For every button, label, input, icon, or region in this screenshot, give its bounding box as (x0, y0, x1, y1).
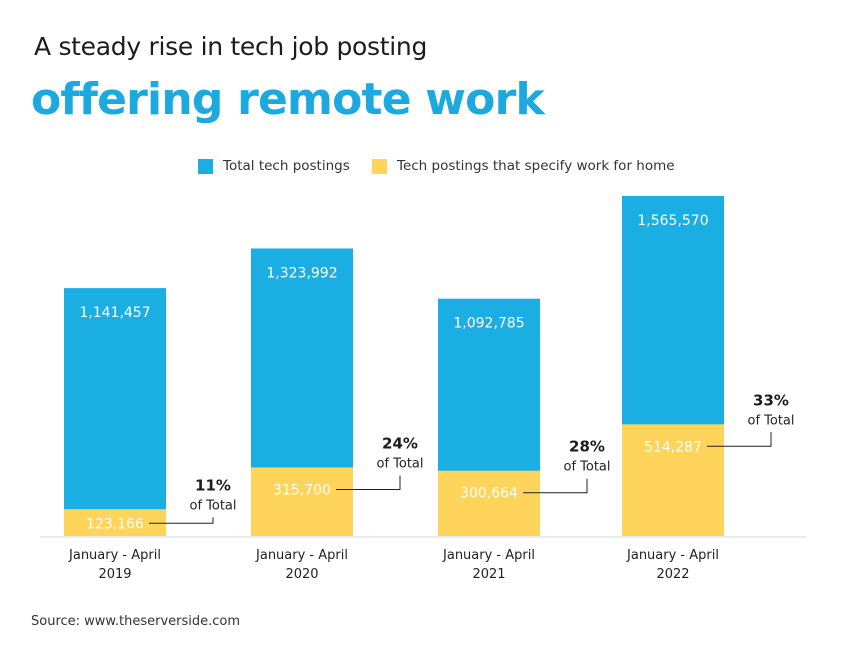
annotation-of-total-2020: of Total (376, 456, 423, 471)
annotation-of-total-2022: of Total (747, 413, 794, 428)
value-label-total-2022: 1,565,570 (637, 213, 708, 229)
annotation-of-total-2019: of Total (189, 498, 236, 513)
chart-title-line2: offering remote work (31, 74, 545, 125)
chart-title-line1: A steady rise in tech job posting (34, 32, 428, 61)
bar-remote-2020 (251, 467, 353, 536)
x-tick-label-2021-year: 2021 (472, 567, 505, 582)
bar-remote-2021 (438, 470, 540, 536)
value-label-remote-2020: 315,700 (273, 482, 331, 498)
legend-swatch-total (198, 158, 213, 174)
value-label-total-2019: 1,141,457 (79, 305, 150, 321)
value-label-total-2020: 1,323,992 (266, 265, 337, 281)
annotation-percent-2020: 24% (382, 434, 418, 452)
source-note: Source: www.theserverside.com (31, 614, 241, 629)
annotation-of-total-2021: of Total (563, 460, 610, 475)
legend-label-remote: Tech postings that specify work for home (397, 158, 675, 174)
legend-swatch-remote (372, 158, 387, 174)
x-tick-label-2022-period: January - April (626, 548, 719, 563)
bar-total-2019 (64, 288, 166, 536)
annotation-percent-2022: 33% (753, 391, 789, 409)
annotation-percent-2019: 11% (195, 476, 231, 494)
annotation-connector-2022 (707, 432, 772, 447)
value-label-remote-2022: 514,287 (644, 439, 702, 455)
x-tick-label-2021-period: January - April (442, 548, 535, 563)
legend-item-remote: Tech postings that specify work for home (372, 158, 675, 174)
bar-remote-2022 (622, 424, 724, 536)
value-label-total-2021: 1,092,785 (453, 316, 524, 332)
value-label-remote-2021: 300,664 (460, 486, 518, 502)
legend-item-total: Total tech postings (198, 158, 350, 174)
x-tick-label-2020-period: January - April (255, 548, 348, 563)
annotation-connector-2021 (523, 478, 588, 494)
bar-remote-2019 (64, 509, 166, 536)
x-tick-label-2019-period: January - April (68, 548, 161, 563)
annotation-connector-2020 (336, 475, 401, 490)
x-tick-label-2020-year: 2020 (285, 567, 318, 582)
x-tick-label-2019-year: 2019 (98, 567, 131, 582)
annotation-percent-2021: 28% (569, 438, 605, 456)
legend-label-total: Total tech postings (223, 158, 350, 174)
value-label-remote-2019: 123,166 (86, 516, 144, 532)
annotation-connector-2019 (149, 517, 214, 524)
x-tick-label-2022-year: 2022 (656, 567, 689, 582)
